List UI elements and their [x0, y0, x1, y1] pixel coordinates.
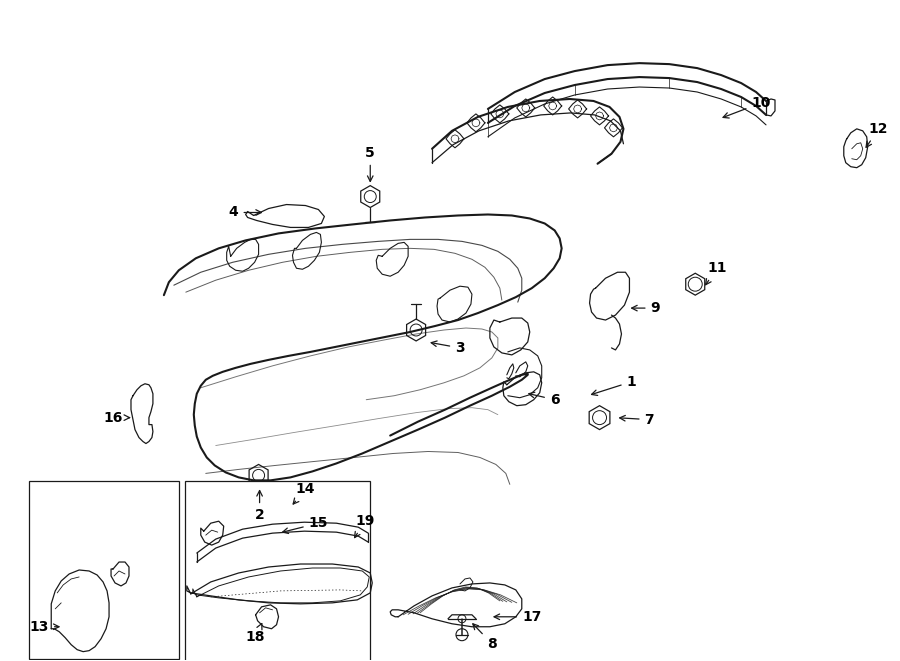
Text: 11: 11 — [706, 261, 727, 285]
Text: 13: 13 — [30, 620, 59, 634]
Text: 4: 4 — [229, 206, 261, 219]
Text: 6: 6 — [529, 392, 560, 407]
Text: 16: 16 — [104, 410, 130, 424]
FancyBboxPatch shape — [30, 481, 179, 658]
Text: 12: 12 — [866, 122, 888, 147]
Text: 2: 2 — [255, 490, 265, 522]
Text: 19: 19 — [355, 514, 375, 537]
Text: 3: 3 — [431, 341, 464, 355]
Text: 5: 5 — [365, 145, 375, 181]
FancyBboxPatch shape — [184, 481, 370, 661]
Text: 8: 8 — [472, 624, 497, 650]
Text: 1: 1 — [591, 375, 636, 395]
Text: 14: 14 — [293, 483, 315, 504]
Text: 17: 17 — [494, 610, 542, 624]
Text: 10: 10 — [723, 96, 770, 118]
Text: 15: 15 — [283, 516, 328, 533]
Text: 18: 18 — [246, 623, 266, 644]
Text: 7: 7 — [620, 412, 654, 426]
Text: 9: 9 — [632, 301, 661, 315]
